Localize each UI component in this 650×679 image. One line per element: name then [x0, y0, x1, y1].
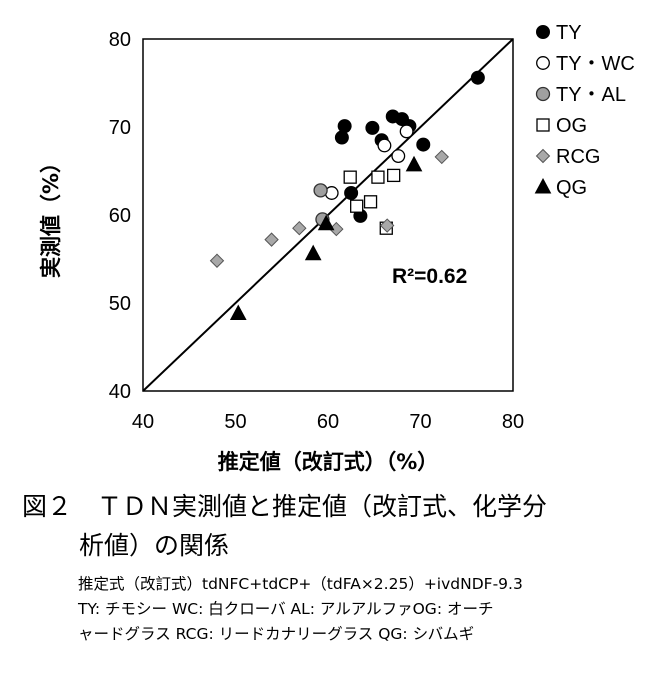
notes-line-2: TY: チモシー WC: 白クローバ AL: アルアルファOG: オーチ — [78, 600, 494, 618]
r-squared-label: R²=0.62 — [392, 265, 467, 288]
y-axis-title: 実測値（%） — [39, 152, 63, 278]
data-point — [363, 195, 378, 209]
legend-label: QG — [556, 177, 587, 199]
y-tick-label: 40 — [109, 381, 131, 403]
x-tick-label: 80 — [502, 411, 524, 433]
legend: TY TY・WC TY・AL OG RCG QG — [534, 22, 635, 199]
data-point — [350, 199, 364, 213]
data-point — [229, 304, 247, 321]
legend-label: RCG — [556, 146, 600, 168]
figure-notes: 推定式（改訂式）tdNFC+tdCP+（tdFA×2.25）+ivdNDF-9.… — [78, 572, 648, 647]
legend-label: TY — [556, 22, 582, 44]
data-point — [264, 232, 279, 247]
y-tick-label: 60 — [109, 205, 131, 227]
data-point — [416, 137, 431, 152]
legend-marker — [536, 118, 550, 132]
legend-marker — [534, 177, 552, 194]
data-point — [337, 119, 352, 134]
plot-frame — [142, 38, 514, 392]
x-tick-label: 50 — [224, 411, 246, 433]
data-point — [317, 214, 335, 231]
data-point — [313, 183, 328, 198]
y-tick-label: 80 — [109, 29, 131, 51]
data-point — [292, 220, 307, 236]
legend-marker — [535, 86, 551, 102]
x-tick-label: 70 — [409, 411, 431, 433]
data-point — [387, 168, 401, 183]
caption-line-2: 析値）の関係 — [79, 531, 230, 560]
notes-line-1: 推定式（改訂式）tdNFC+tdCP+（tdFA×2.25）+ivdNDF-9.… — [78, 575, 523, 593]
x-tick-labels: 40 50 60 70 80 — [132, 411, 524, 433]
data-point — [434, 149, 449, 165]
data-points — [209, 70, 485, 321]
notes-line-3: ャードグラス RCG: リードカナリーグラス QG: シバムギ — [78, 625, 475, 643]
data-point — [209, 253, 225, 268]
data-point — [371, 170, 385, 184]
legend-marker — [535, 148, 551, 164]
data-point — [405, 155, 423, 172]
data-point — [304, 244, 322, 261]
data-point — [343, 170, 357, 184]
legend-marker — [536, 56, 550, 70]
legend-label: TY・WC — [556, 53, 635, 75]
x-axis-title: 推定値（改訂式）（%） — [218, 450, 439, 474]
y-tick-label: 70 — [109, 117, 131, 139]
y-tick-label: 50 — [109, 293, 131, 315]
data-point — [377, 138, 392, 153]
data-point — [391, 149, 406, 163]
y-tick-labels: 40 50 60 70 80 — [109, 29, 131, 403]
data-point — [399, 124, 414, 139]
data-point — [344, 186, 359, 200]
x-tick-label: 40 — [132, 411, 154, 433]
data-point — [365, 120, 380, 135]
legend-label: OG — [556, 115, 587, 137]
scatter-chart: 40 50 60 70 80 40 50 60 70 80 TY TY・WC TY・AL OG RCG Q… — [39, 22, 635, 474]
x-tick-label: 60 — [317, 411, 339, 433]
data-point — [334, 130, 349, 145]
data-point — [470, 70, 485, 85]
figure-caption: 図２ ＴＤＮ実測値と推定値（改訂式、化学分 析値）の関係 — [22, 487, 642, 565]
data-point — [379, 218, 395, 233]
legend-label: TY・AL — [556, 84, 626, 106]
legend-marker — [536, 25, 550, 39]
caption-line-1: 図２ ＴＤＮ実測値と推定値（改訂式、化学分 — [22, 492, 548, 521]
